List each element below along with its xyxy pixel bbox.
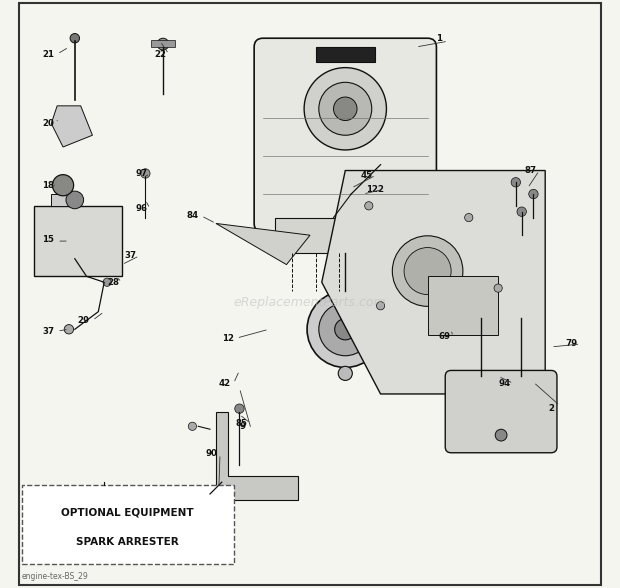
Circle shape [141, 169, 150, 178]
Text: 18: 18 [42, 181, 55, 190]
Text: 87: 87 [525, 166, 536, 175]
Circle shape [334, 97, 357, 121]
Polygon shape [216, 223, 310, 265]
Text: 28: 28 [107, 278, 119, 287]
Text: OPTIONAL EQUIPMENT: OPTIONAL EQUIPMENT [61, 508, 194, 518]
Circle shape [335, 319, 356, 340]
Text: 84: 84 [187, 211, 198, 220]
Polygon shape [51, 106, 92, 147]
Circle shape [517, 207, 526, 216]
Bar [33, 206, 122, 276]
Text: 94: 94 [498, 379, 511, 388]
Text: 29: 29 [78, 316, 90, 325]
Text: 22: 22 [154, 49, 166, 59]
Bar [51, 194, 75, 206]
Text: 20: 20 [42, 119, 55, 128]
Circle shape [157, 38, 169, 50]
Text: SPARK ARRESTER: SPARK ARRESTER [76, 537, 179, 547]
Text: 69: 69 [438, 332, 450, 342]
Circle shape [319, 303, 372, 356]
Circle shape [464, 213, 473, 222]
Bar [275, 218, 416, 253]
Circle shape [66, 191, 84, 209]
Circle shape [103, 278, 111, 286]
Circle shape [392, 236, 463, 306]
Text: 45: 45 [361, 171, 373, 180]
Circle shape [495, 429, 507, 441]
Circle shape [529, 189, 538, 199]
Text: 97: 97 [135, 169, 148, 178]
Text: 90: 90 [205, 449, 217, 459]
Text: eReplacementParts.com: eReplacementParts.com [234, 296, 386, 309]
Circle shape [319, 82, 372, 135]
Text: 15: 15 [42, 235, 55, 245]
Circle shape [64, 325, 74, 334]
Bar [428, 276, 498, 335]
Bar [22, 485, 234, 564]
Text: 85: 85 [236, 419, 248, 428]
Text: 42: 42 [219, 379, 231, 388]
Polygon shape [216, 412, 298, 500]
Text: 79: 79 [565, 339, 578, 349]
Circle shape [304, 68, 386, 150]
Circle shape [404, 248, 451, 295]
Circle shape [307, 291, 384, 368]
Bar [151, 40, 175, 47]
Text: 37: 37 [125, 251, 137, 260]
Circle shape [494, 284, 502, 292]
Circle shape [188, 422, 197, 430]
FancyBboxPatch shape [254, 38, 436, 232]
Bar [316, 47, 374, 62]
Circle shape [365, 202, 373, 210]
Circle shape [376, 302, 384, 310]
Circle shape [235, 404, 244, 413]
Text: 96: 96 [135, 204, 147, 213]
Circle shape [205, 492, 215, 502]
Text: 9: 9 [239, 422, 246, 431]
FancyBboxPatch shape [445, 370, 557, 453]
Circle shape [70, 34, 79, 43]
Circle shape [339, 366, 352, 380]
Text: 37: 37 [42, 326, 55, 336]
Text: 122: 122 [366, 185, 384, 194]
Text: 12: 12 [222, 333, 234, 343]
Text: 1: 1 [436, 34, 442, 43]
Circle shape [53, 175, 74, 196]
Circle shape [511, 178, 521, 187]
Text: engine-tex-BS_29: engine-tex-BS_29 [22, 572, 89, 581]
Text: 2: 2 [548, 404, 554, 413]
Text: 21: 21 [42, 49, 55, 59]
Polygon shape [322, 171, 545, 394]
